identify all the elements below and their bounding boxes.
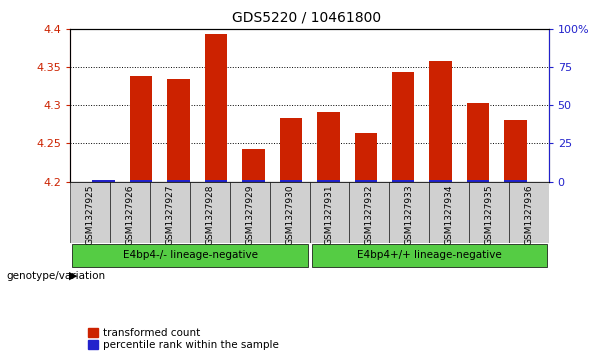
Bar — [504, 120, 527, 182]
Text: GSM1327931: GSM1327931 — [325, 184, 334, 245]
Bar — [389, 182, 429, 243]
Bar — [205, 34, 227, 182]
Legend: transformed count, percentile rank within the sample: transformed count, percentile rank withi… — [88, 328, 278, 350]
Text: GDS5220 / 10461800: GDS5220 / 10461800 — [232, 11, 381, 25]
Bar — [230, 182, 270, 243]
Bar — [310, 182, 349, 243]
Bar — [392, 72, 414, 182]
Bar — [317, 180, 340, 182]
Text: GSM1327936: GSM1327936 — [524, 184, 533, 245]
Text: GSM1327929: GSM1327929 — [245, 184, 254, 245]
Bar — [242, 149, 265, 182]
Bar — [280, 180, 302, 182]
Text: genotype/variation: genotype/variation — [6, 271, 105, 281]
Bar — [467, 180, 489, 182]
Text: GSM1327925: GSM1327925 — [86, 184, 95, 245]
Text: GSM1327932: GSM1327932 — [365, 184, 374, 245]
Bar — [167, 180, 189, 182]
Bar — [92, 180, 115, 182]
Bar — [130, 76, 152, 182]
Bar — [72, 245, 308, 267]
Bar — [430, 61, 452, 182]
Bar — [354, 180, 377, 182]
Bar — [130, 180, 152, 182]
Text: ▶: ▶ — [69, 271, 78, 281]
Bar — [311, 245, 547, 267]
Text: E4bp4+/+ lineage-negative: E4bp4+/+ lineage-negative — [357, 250, 501, 260]
Bar — [190, 182, 230, 243]
Text: GSM1327935: GSM1327935 — [484, 184, 493, 245]
Bar — [70, 182, 110, 243]
Bar — [509, 182, 549, 243]
Text: GSM1327933: GSM1327933 — [405, 184, 414, 245]
Bar — [242, 180, 265, 182]
Bar — [429, 182, 469, 243]
Text: GSM1327930: GSM1327930 — [285, 184, 294, 245]
Bar — [167, 79, 189, 182]
Text: GSM1327934: GSM1327934 — [444, 184, 454, 245]
Bar — [317, 112, 340, 182]
Text: E4bp4-/- lineage-negative: E4bp4-/- lineage-negative — [123, 250, 257, 260]
Text: GSM1327928: GSM1327928 — [205, 184, 215, 245]
Bar — [110, 182, 150, 243]
Bar — [430, 180, 452, 182]
Bar — [354, 133, 377, 182]
Text: GSM1327927: GSM1327927 — [166, 184, 175, 245]
Bar — [392, 180, 414, 182]
Bar — [150, 182, 190, 243]
Bar — [205, 180, 227, 182]
Bar — [504, 180, 527, 182]
Bar — [270, 182, 310, 243]
Text: GSM1327926: GSM1327926 — [126, 184, 135, 245]
Bar — [280, 118, 302, 182]
Bar — [349, 182, 389, 243]
Bar — [467, 103, 489, 182]
Bar — [469, 182, 509, 243]
